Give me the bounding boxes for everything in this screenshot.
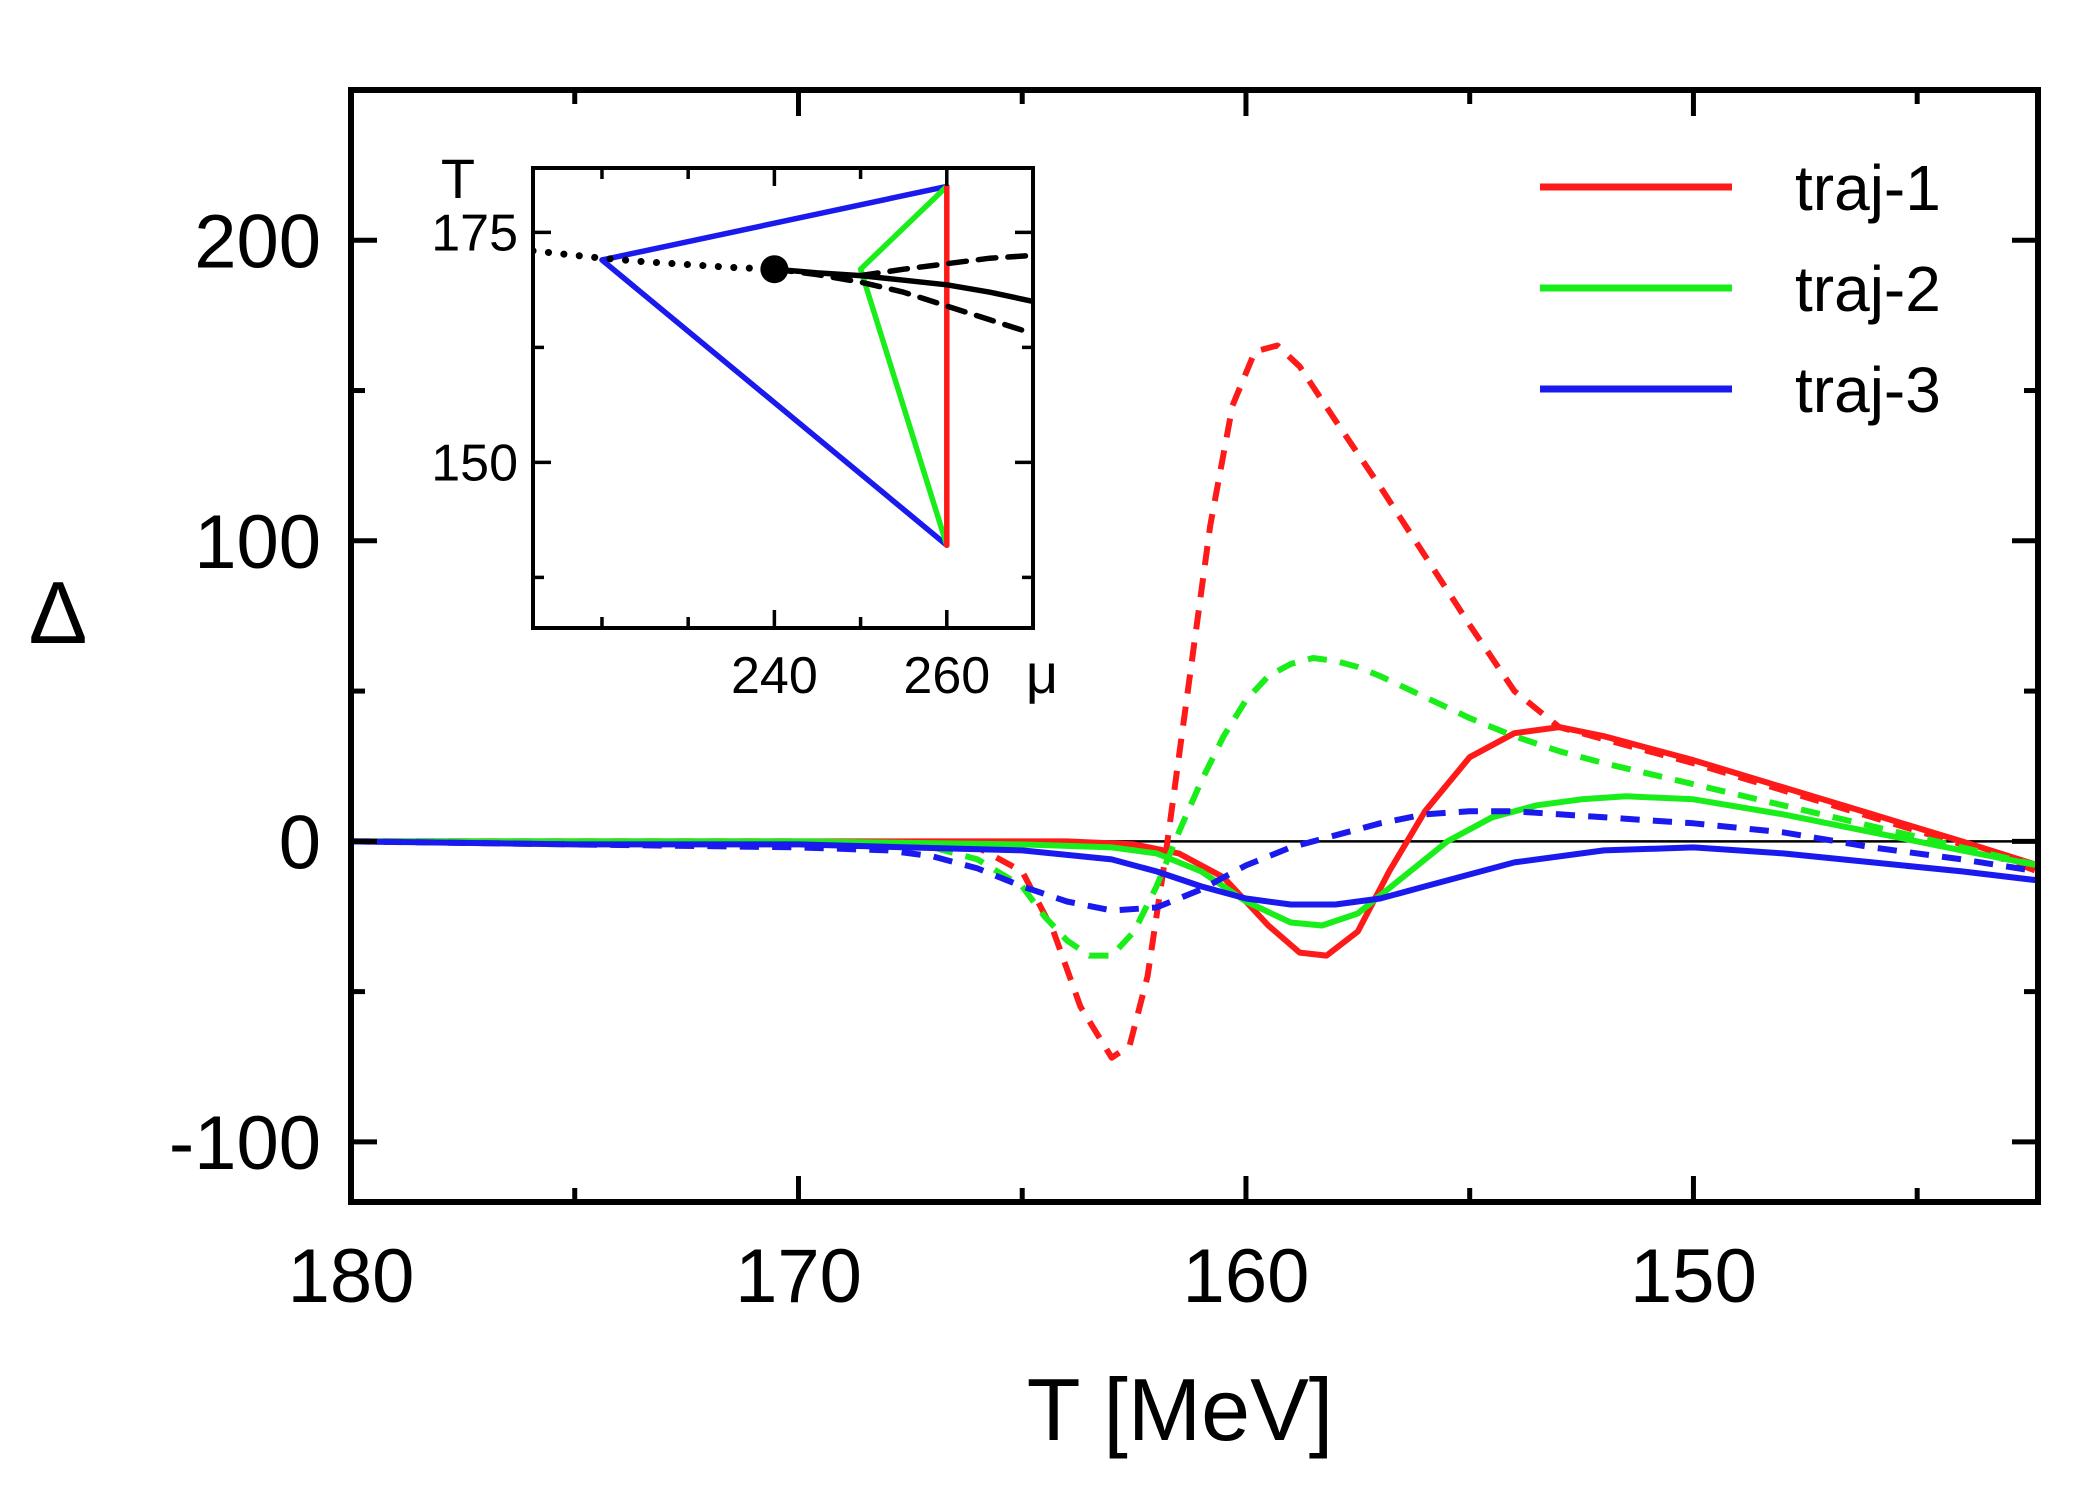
y-axis-title: Δ <box>29 563 88 662</box>
inset-series-traj-3 <box>599 183 950 548</box>
inset-critical-point-marker <box>760 255 789 284</box>
inset-series-spinodal-lower <box>771 266 1033 337</box>
y-tick-label: 100 <box>194 500 321 585</box>
legend-entry-traj-1: traj-1 <box>1540 152 1941 224</box>
main-plot-frame <box>348 87 2041 1205</box>
inset-series-group <box>533 183 1033 548</box>
series-traj-2-dashed <box>351 655 2038 959</box>
y-tick-label: -100 <box>169 1101 321 1186</box>
inset-plot-area <box>533 183 1033 548</box>
inset-plot: 240 260 175 150 T μ <box>431 147 1058 705</box>
x-axis-title: T [MeV] <box>1027 1360 1333 1459</box>
inset-y-tick-label: 150 <box>431 434 518 492</box>
legend-entry-traj-3: traj-3 <box>1540 354 1941 426</box>
series-traj-3-solid <box>351 838 2038 908</box>
main-ticks: 180 170 160 150 200 100 0 -100 <box>169 90 2038 1319</box>
main-series-group <box>351 342 2038 1061</box>
inset-x-axis-title: μ <box>1026 642 1058 705</box>
x-tick-label: 180 <box>288 1234 415 1319</box>
series-traj-2-solid <box>351 793 2038 929</box>
inset-x-tick-label: 260 <box>903 647 990 705</box>
legend-label-traj-2: traj-2 <box>1795 253 1941 325</box>
y-tick-label: 0 <box>279 800 321 885</box>
x-tick-label: 170 <box>735 1234 862 1319</box>
inset-series-spinodal-upper <box>857 252 1033 279</box>
x-tick-label: 150 <box>1630 1234 1757 1319</box>
inset-series-traj-2 <box>857 183 950 548</box>
main-plot: 180 170 160 150 200 100 0 -100 T [MeV] Δ <box>29 87 2041 1459</box>
y-tick-label: 200 <box>194 199 321 284</box>
series-traj-3-dashed <box>351 808 2038 914</box>
legend-entry-traj-2: traj-2 <box>1540 253 1941 325</box>
x-tick-label: 160 <box>1183 1234 1310 1319</box>
legend-label-traj-3: traj-3 <box>1795 354 1941 426</box>
inset-ticks: 240 260 175 150 <box>431 168 1033 705</box>
main-plot-area <box>351 342 2038 1061</box>
inset-y-tick-label: 175 <box>431 204 518 262</box>
inset-series-crossover <box>533 247 778 273</box>
inset-x-tick-label: 240 <box>731 647 818 705</box>
inset-y-axis-title: T <box>441 147 475 210</box>
legend: traj-1 traj-2 traj-3 <box>1540 152 1941 426</box>
inset-plot-frame <box>531 166 1035 630</box>
series-traj-1-dashed <box>351 342 2038 1061</box>
legend-label-traj-1: traj-1 <box>1795 152 1941 224</box>
inset-background <box>533 168 1033 628</box>
